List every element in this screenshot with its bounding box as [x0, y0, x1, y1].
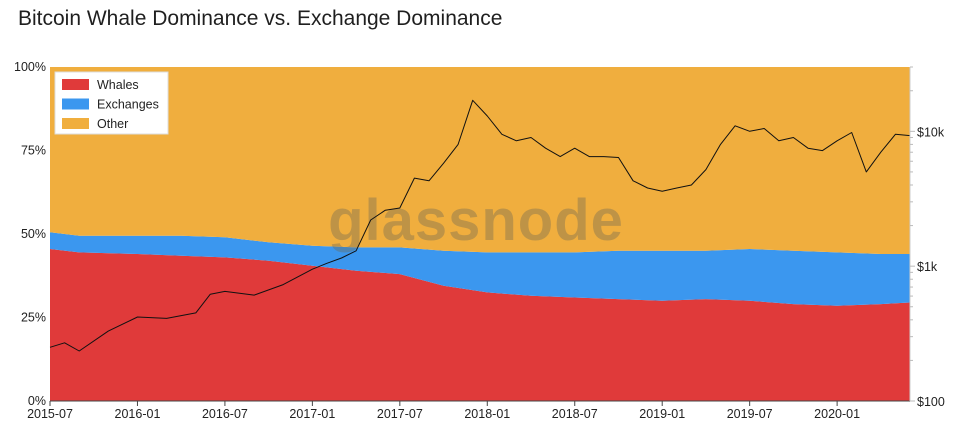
y-right-tick-label: $10k [917, 125, 945, 139]
legend-swatch-whales [62, 79, 89, 90]
x-tick-label: 2018-07 [552, 407, 598, 421]
y-left-tick-label: 75% [21, 144, 46, 158]
x-tick-label: 2017-01 [289, 407, 335, 421]
x-tick-label: 2020-01 [814, 407, 860, 421]
area-exchanges [50, 232, 910, 306]
x-tick-label: 2018-01 [464, 407, 510, 421]
y-left-tick-label: 100% [14, 60, 46, 74]
legend: Whales Exchanges Other [54, 71, 169, 135]
legend-label-other: Other [97, 117, 128, 131]
x-tick-label: 2016-01 [115, 407, 161, 421]
axes-group: 2015-07 2016-01 2016-07 2017-01 2017-07 2018-… [14, 60, 945, 421]
chart-title: Bitcoin Whale Dominance vs. Exchange Dom… [18, 7, 502, 30]
price-line-group [49, 99, 911, 352]
legend-label-whales: Whales [97, 78, 139, 92]
x-tick-label: 2019-07 [727, 407, 773, 421]
y-right-tick-label: $100 [917, 395, 945, 409]
plot-area [50, 67, 910, 401]
legend-label-exchanges: Exchanges [97, 98, 159, 112]
area-whales [50, 249, 910, 401]
x-tick-label: 2016-07 [202, 407, 248, 421]
legend-swatch-other [62, 118, 89, 129]
y-right-tick-label: $1k [917, 260, 938, 274]
area-other [50, 67, 910, 254]
price-line [49, 99, 911, 352]
y-left-tick-label: 50% [21, 227, 46, 241]
y-left-tick-label: 0% [28, 394, 46, 408]
y-left-tick-label: 25% [21, 311, 46, 325]
watermark: glassnode [328, 188, 624, 253]
legend-swatch-exchanges [62, 98, 89, 110]
x-tick-label: 2017-07 [377, 407, 423, 421]
x-tick-label: 2015-07 [27, 407, 73, 421]
x-tick-label: 2019-01 [639, 407, 685, 421]
